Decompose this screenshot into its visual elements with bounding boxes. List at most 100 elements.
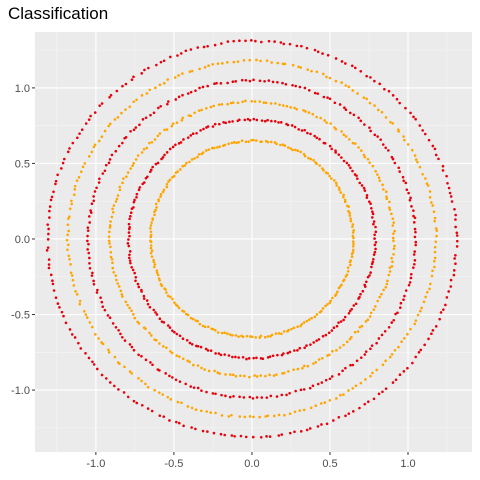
data-point: [382, 288, 385, 292]
data-point: [115, 278, 118, 282]
data-point: [166, 324, 170, 327]
data-point: [378, 179, 382, 182]
data-point: [390, 265, 394, 268]
data-point: [110, 215, 114, 219]
data-point: [84, 122, 88, 125]
data-point: [360, 184, 364, 187]
data-point: [156, 134, 160, 138]
data-point: [128, 370, 132, 373]
data-point: [408, 281, 412, 284]
data-point: [67, 229, 70, 233]
data-point: [191, 317, 195, 321]
data-point: [265, 396, 269, 399]
data-point: [414, 230, 417, 234]
data-point: [397, 166, 401, 170]
data-point: [317, 358, 321, 361]
data-point: [271, 354, 275, 358]
data-point: [282, 42, 286, 46]
data-point: [186, 313, 190, 317]
data-point: [134, 275, 138, 279]
data-point: [311, 384, 315, 388]
data-point: [168, 350, 172, 353]
data-point: [369, 129, 372, 133]
data-point: [381, 390, 384, 394]
data-point: [387, 89, 391, 93]
data-point: [248, 375, 251, 379]
data-point: [391, 381, 395, 384]
data-point: [334, 293, 338, 296]
data-point: [198, 86, 201, 90]
data-point: [360, 149, 363, 152]
data-point: [117, 329, 120, 332]
data-point: [258, 100, 262, 103]
data-point: [77, 176, 81, 179]
x-tick-label: -0.5: [164, 458, 183, 470]
data-point: [211, 392, 215, 395]
data-point: [164, 288, 167, 291]
data-point: [392, 247, 396, 250]
data-point: [388, 355, 392, 359]
data-point: [255, 58, 258, 62]
data-point: [369, 76, 372, 79]
data-point: [90, 325, 94, 329]
data-point: [207, 148, 211, 151]
data-point: [433, 265, 436, 269]
data-point: [316, 92, 320, 95]
data-point: [140, 379, 143, 383]
data-point: [78, 299, 82, 303]
data-point: [345, 273, 349, 277]
data-point: [376, 108, 380, 112]
data-point: [410, 272, 413, 276]
data-point: [255, 118, 259, 122]
data-point: [140, 354, 143, 358]
data-point: [299, 324, 302, 328]
data-point: [285, 122, 288, 126]
data-point: [276, 353, 279, 357]
data-point: [155, 313, 159, 316]
data-point: [321, 334, 325, 338]
data-point: [248, 58, 252, 62]
data-point: [351, 387, 355, 390]
data-point: [337, 153, 341, 156]
data-point: [109, 122, 112, 126]
data-point: [196, 155, 199, 159]
data-point: [333, 126, 336, 129]
data-point: [250, 100, 254, 103]
data-point: [226, 102, 229, 106]
data-point: [348, 211, 352, 215]
data-point: [115, 89, 119, 93]
data-point: [220, 331, 224, 335]
data-point: [381, 183, 384, 187]
data-point: [162, 59, 166, 63]
data-point: [200, 366, 203, 370]
data-point: [128, 306, 131, 310]
data-point: [377, 392, 381, 396]
data-point: [154, 162, 158, 166]
data-point: [141, 118, 145, 121]
data-point: [158, 278, 161, 282]
data-point: [194, 89, 197, 92]
data-point: [337, 373, 341, 376]
data-point: [306, 364, 310, 368]
data-point: [441, 164, 445, 168]
data-point: [94, 333, 97, 336]
data-point: [149, 227, 152, 230]
data-point: [272, 374, 276, 377]
data-point: [167, 180, 170, 183]
data-point: [343, 198, 347, 202]
data-point: [344, 108, 348, 112]
data-point: [112, 204, 116, 207]
data-point: [206, 430, 209, 433]
data-point: [318, 164, 321, 167]
data-point: [177, 95, 181, 99]
data-point: [84, 313, 88, 316]
data-point: [347, 163, 351, 167]
data-point: [88, 221, 91, 224]
data-point: [207, 325, 210, 329]
data-point: [241, 355, 245, 359]
data-point: [140, 151, 144, 154]
data-point: [231, 120, 234, 123]
data-point: [54, 296, 58, 300]
data-point: [455, 239, 459, 243]
data-point: [171, 122, 175, 125]
